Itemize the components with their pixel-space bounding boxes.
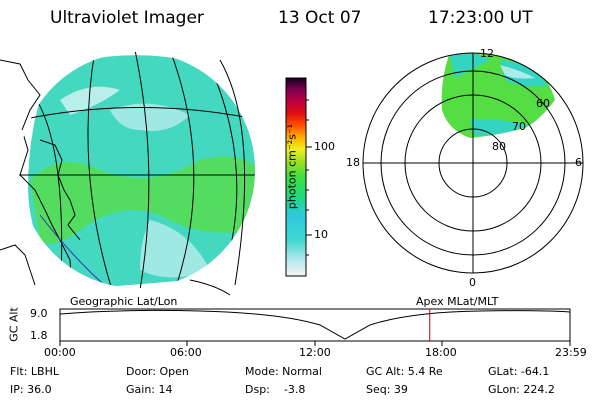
gc-alt-info: GC Alt: 5.4 Re [366,365,443,378]
colorbar-unit-label: photon cm⁻²s⁻¹ [285,123,299,210]
y-tick-1-8: 1.8 [30,329,48,342]
glon-info: GLon: 224.2 [488,383,555,396]
mlt-label-12: 12 [480,47,494,60]
lat-label-80: 80 [492,140,506,153]
mlt-label-0: 0 [469,276,476,289]
x-tick-0000: 00:00 [44,346,76,359]
dsp-info: Dsp: -3.8 [245,383,306,396]
lat-label-60: 60 [536,97,550,110]
x-tick-1200: 12:00 [299,346,331,359]
mlt-label-6: 6 [575,156,582,169]
date-label: 13 Oct 07 [278,8,362,28]
apex-coord-label: Apex MLat/MLT [416,295,499,308]
x-tick-0600: 06:00 [170,346,202,359]
polar-plot [362,52,584,274]
ip-info: IP: 36.0 [10,383,52,396]
timeline-panel [59,308,571,346]
app-title: Ultraviolet Imager [50,8,204,28]
colorbar [285,77,312,277]
mode-info: Mode: Normal [245,365,322,378]
y-tick-9: 9.0 [30,307,48,320]
time-label: 17:23:00 UT [428,8,533,28]
lat-label-70: 70 [512,120,526,133]
colorbar-tick-100: 100 [314,140,335,153]
aurora-region-geo [28,55,255,288]
gc-alt-axis-title: GC Alt [7,307,21,342]
seq-info: Seq: 39 [366,383,408,396]
colorbar-tick-10: 10 [314,228,328,241]
door-info: Door: Open [126,365,189,378]
mlt-label-18: 18 [346,156,360,169]
x-tick-1800: 18:00 [425,346,457,359]
geo-coord-label: Geographic Lat/Lon [70,295,178,308]
geographic-image [0,52,255,296]
gain-info: Gain: 14 [126,383,173,396]
glat-info: GLat: -64.1 [488,365,550,378]
x-tick-2359: 23:59 [555,346,587,359]
filter-info: Flt: LBHL [10,365,59,378]
